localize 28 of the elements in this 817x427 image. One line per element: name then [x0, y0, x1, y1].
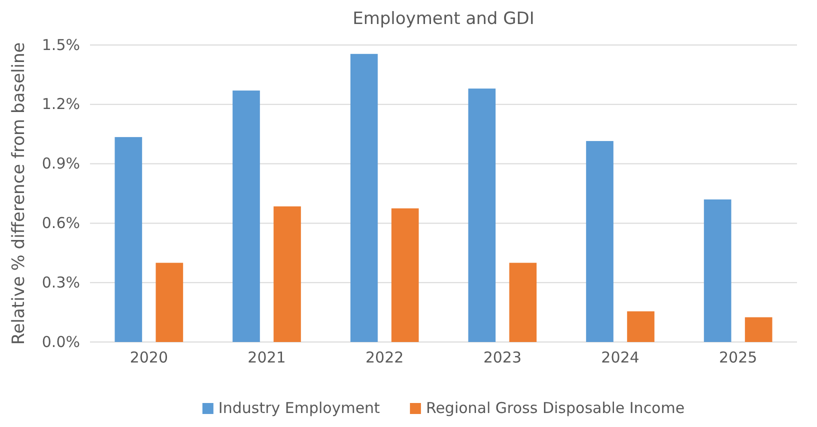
bar [468, 88, 496, 342]
chart-title: Employment and GDI [352, 9, 534, 29]
legend-label: Regional Gross Disposable Income [426, 399, 685, 417]
y-tick-label: 0.3% [42, 273, 80, 292]
x-tick-label: 2023 [483, 348, 522, 367]
bar [704, 199, 732, 342]
bar [114, 137, 142, 342]
x-tick-label: 2022 [365, 348, 404, 367]
y-tick-label: 1.2% [42, 95, 80, 114]
bar [391, 208, 419, 342]
bar [744, 317, 772, 342]
bar [156, 262, 184, 342]
bar [586, 141, 614, 342]
bar [274, 206, 301, 342]
bar [232, 90, 260, 342]
y-tick-label: 0.0% [42, 332, 80, 351]
y-tick-label: 0.9% [42, 154, 80, 173]
x-tick-label: 2024 [601, 348, 640, 367]
bar [350, 54, 378, 342]
bar [509, 262, 537, 342]
y-tick-label: 1.5% [42, 36, 80, 54]
x-tick-label: 2020 [130, 348, 168, 367]
y-tick-label: 0.6% [42, 214, 80, 232]
x-tick-label: 2021 [248, 348, 286, 367]
y-axis-title: Relative % difference from baseline [9, 42, 29, 345]
x-tick-label: 2025 [718, 348, 758, 367]
legend-label: Industry Employment [218, 399, 380, 417]
bar [627, 311, 654, 342]
